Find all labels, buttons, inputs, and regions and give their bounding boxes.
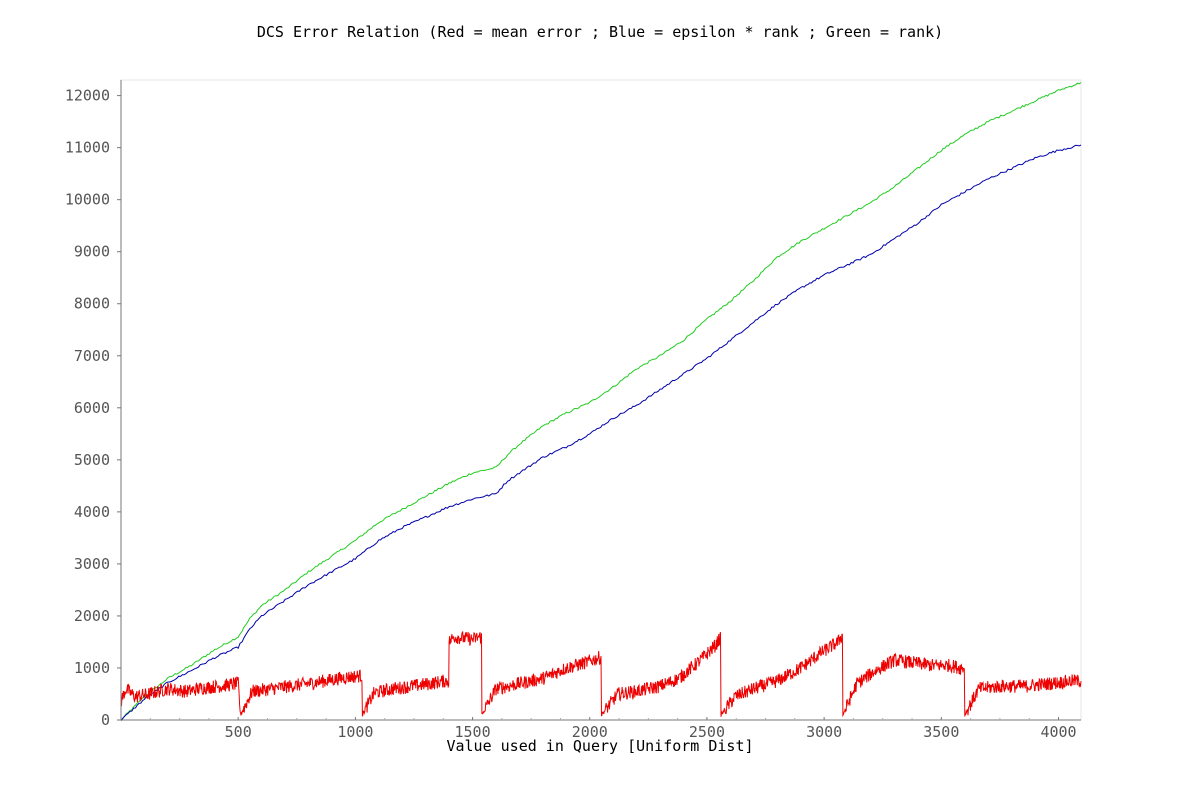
series-line-2 [120, 144, 1082, 721]
y-tick-label: 0 [101, 711, 110, 729]
y-tick-label: 10000 [65, 191, 110, 209]
y-tick-label: 7000 [74, 347, 110, 365]
series-line-1 [120, 82, 1082, 721]
y-tick-label: 8000 [74, 295, 110, 313]
x-tick-label: 3500 [923, 723, 959, 741]
series-layer [120, 82, 1082, 721]
x-tick-label: 1500 [455, 723, 491, 741]
y-tick-label: 2000 [74, 607, 110, 625]
y-tick-label: 12000 [65, 87, 110, 105]
y-tick-label: 5000 [74, 451, 110, 469]
y-tick-label: 3000 [74, 555, 110, 573]
x-tick-label: 3000 [806, 723, 842, 741]
chart-title: DCS Error Relation (Red = mean error ; B… [257, 23, 943, 41]
x-tick-label: 2500 [689, 723, 725, 741]
x-tick-label: 1000 [337, 723, 373, 741]
y-tick-label: 6000 [74, 399, 110, 417]
x-tick-label: 2000 [572, 723, 608, 741]
y-tick-label: 9000 [74, 243, 110, 261]
y-tick-label: 4000 [74, 503, 110, 521]
x-tick-label: 500 [225, 723, 252, 741]
x-axis-label: Value used in Query [Uniform Dist] [446, 737, 753, 755]
y-ticks: 0 1000 2000 3000 4000 5000 6000 7000 8000 9000 100… [65, 87, 121, 729]
series-line-3 [120, 631, 1082, 718]
y-tick-label: 1000 [74, 659, 110, 677]
plot-area [120, 79, 1082, 721]
x-tick-label: 4000 [1040, 723, 1076, 741]
x-ticks: 500 1000 1500 2000 2500 3000 3500 4000 [149, 717, 1077, 741]
y-tick-label: 11000 [65, 139, 110, 157]
